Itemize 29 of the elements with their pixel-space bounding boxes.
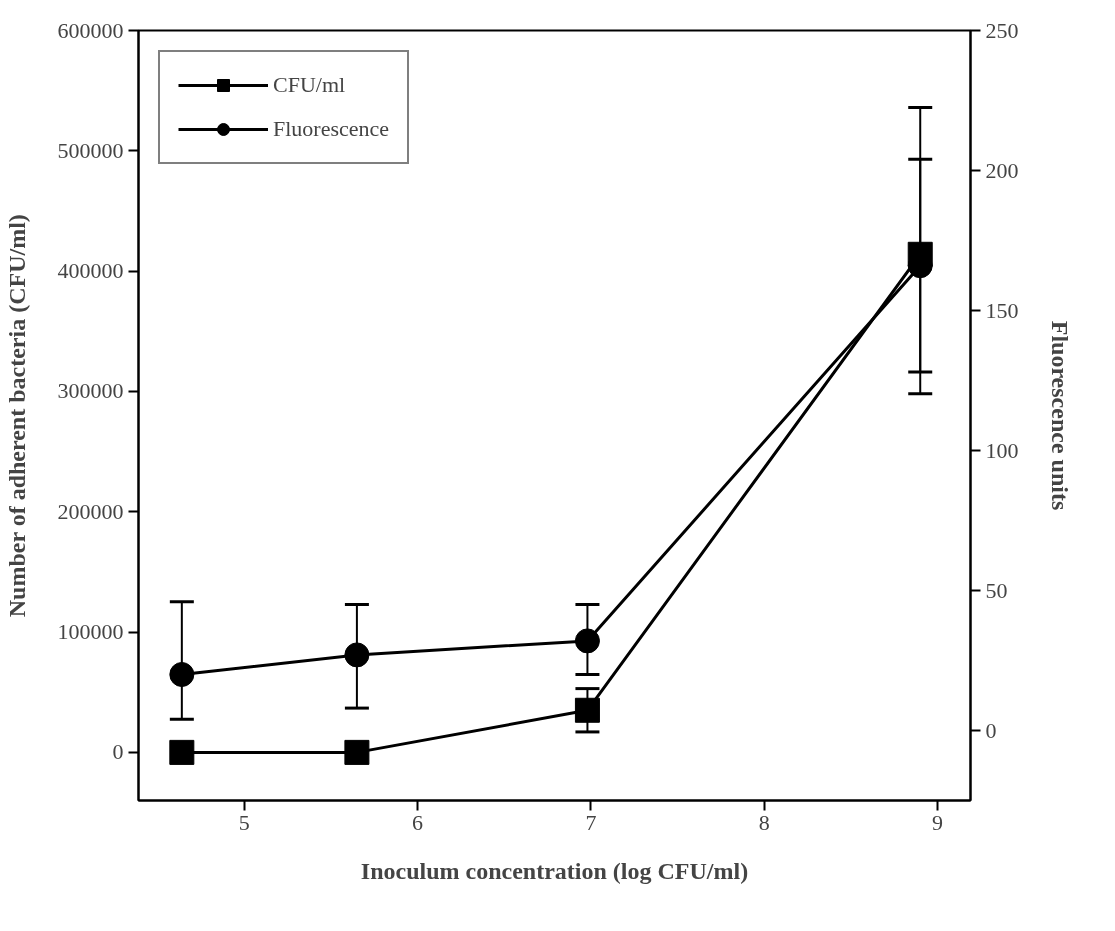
x-tick-label: 6 [412, 809, 424, 835]
y-axis-title: Number of adherent bacteria (CFU/ml) [3, 214, 30, 618]
x-tick-label: 5 [238, 809, 250, 835]
y-tick-label: 500000 [57, 137, 124, 163]
x-tick-label: 9 [932, 809, 944, 835]
point [169, 739, 195, 765]
y-tick-label: 200000 [57, 498, 124, 524]
y-tick-label: 300000 [57, 378, 124, 404]
legend-label: Fluorescence [273, 116, 390, 142]
y-tick-label: 400000 [57, 258, 124, 284]
point [344, 739, 370, 765]
y-tick-label: 100000 [57, 619, 124, 645]
y-tick-label: 600000 [57, 17, 124, 43]
point [344, 642, 370, 668]
point [574, 697, 600, 723]
y2-tick-label: 150 [985, 297, 1019, 323]
y2-tick-label: 50 [985, 577, 1008, 603]
x-tick-label: 7 [585, 809, 597, 835]
point [169, 662, 195, 687]
x-tick-label: 8 [758, 809, 770, 835]
y2-tick-label: 250 [985, 17, 1019, 43]
point [574, 628, 600, 654]
y2-axis-title: Fluorescence units [1046, 320, 1073, 511]
y2-tick-label: 0 [985, 717, 997, 743]
x-axis-title: Inoculum concentration (log CFU/ml) [360, 857, 749, 884]
legend-label: CFU/ml [273, 72, 346, 98]
y-tick-label: 0 [112, 739, 124, 765]
y2-tick-label: 200 [985, 157, 1019, 183]
y2-tick-label: 100 [985, 437, 1019, 463]
